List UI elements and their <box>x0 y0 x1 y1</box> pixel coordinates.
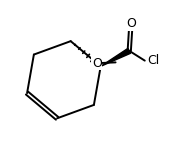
Polygon shape <box>101 48 130 66</box>
Text: O: O <box>126 17 136 30</box>
Text: Cl: Cl <box>147 54 160 67</box>
Text: O: O <box>92 57 102 70</box>
